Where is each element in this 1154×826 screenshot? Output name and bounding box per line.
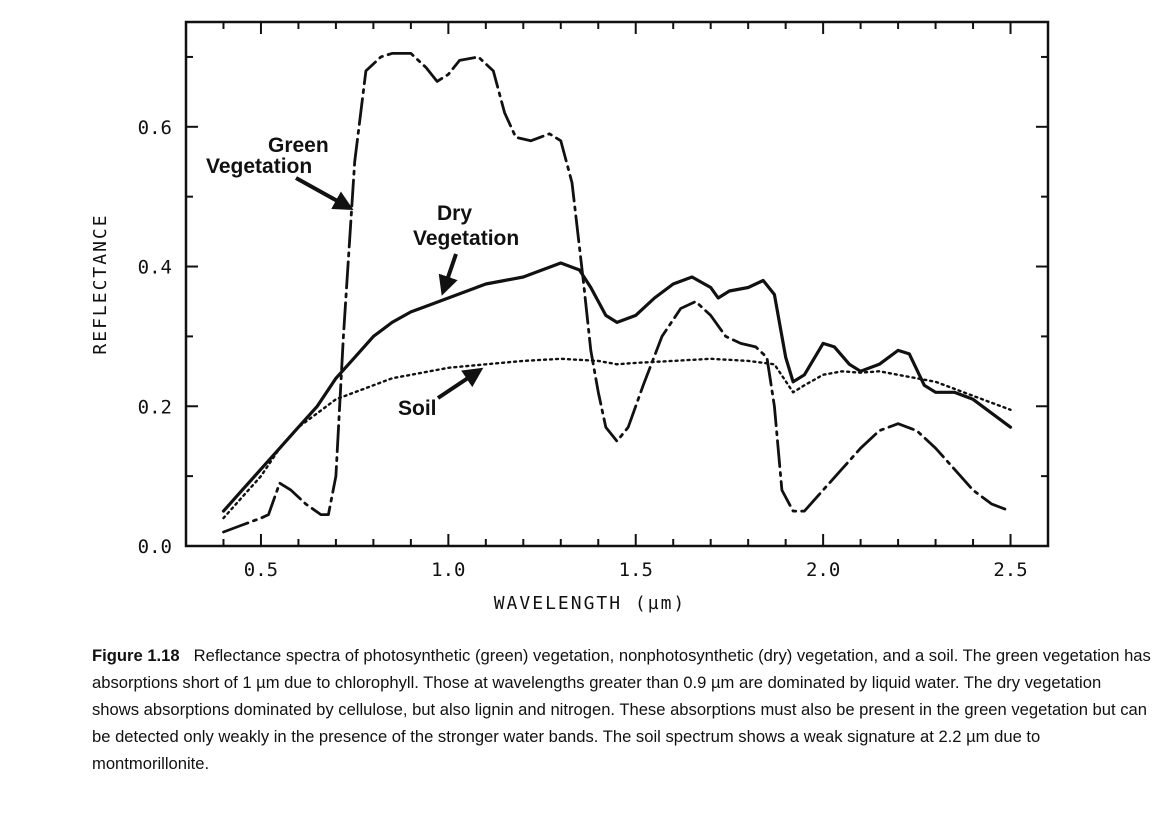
x-tick-label: 0.5	[244, 559, 278, 581]
y-tick-label: 0.2	[138, 396, 172, 418]
annotation-green-vegetation-arrow	[295, 176, 354, 210]
series-green-vegetation	[222, 52, 1012, 534]
annotation-green-vegetation-label: Green	[268, 134, 329, 157]
annotation-soil-arrow	[436, 367, 484, 400]
x-tick-label: 1.5	[619, 559, 653, 581]
figure-caption: Figure 1.18 Reflectance spectra of photos…	[92, 642, 1152, 777]
y-tick-label: 0.4	[138, 257, 172, 279]
y-tick-label: 0.6	[138, 117, 172, 139]
x-tick-label: 2.5	[993, 559, 1027, 581]
y-axis-title: REFLECTANCE	[90, 213, 111, 354]
annotation-dry-vegetation-label: Vegetation	[413, 227, 519, 250]
series-layer	[221, 52, 1013, 534]
reflectance-chart: 0.5 1.0 1.5 2.0 2.50.00.20.40.6 GreenVegetat…	[90, 20, 1050, 614]
axis-ticks	[186, 22, 1048, 547]
annotation-dry-vegetation-arrow	[438, 253, 458, 296]
series-dry-vegetation	[221, 261, 1013, 513]
x-axis-title: WAVELENGTH (µm)	[494, 593, 687, 614]
annotation-soil-label: Soil	[398, 397, 437, 420]
axis-tick-labels: 0.5 1.0 1.5 2.0 2.5 0.0 0.2 0.4 0.6	[138, 117, 1028, 581]
caption-text: Reflectance spectra of photosynthetic (g…	[92, 646, 1151, 773]
series-soil	[222, 357, 1012, 520]
x-tick-label: 2.0	[806, 559, 840, 581]
plot-frame	[184, 20, 1050, 548]
annotation-green-vegetation-label: Vegetation	[206, 155, 312, 178]
annotation-dry-vegetation-label: Dry	[437, 202, 472, 225]
figure-number: Figure 1.18	[92, 646, 180, 665]
x-tick-label: 1.0	[431, 559, 465, 581]
y-tick-label: 0.0	[138, 536, 172, 558]
